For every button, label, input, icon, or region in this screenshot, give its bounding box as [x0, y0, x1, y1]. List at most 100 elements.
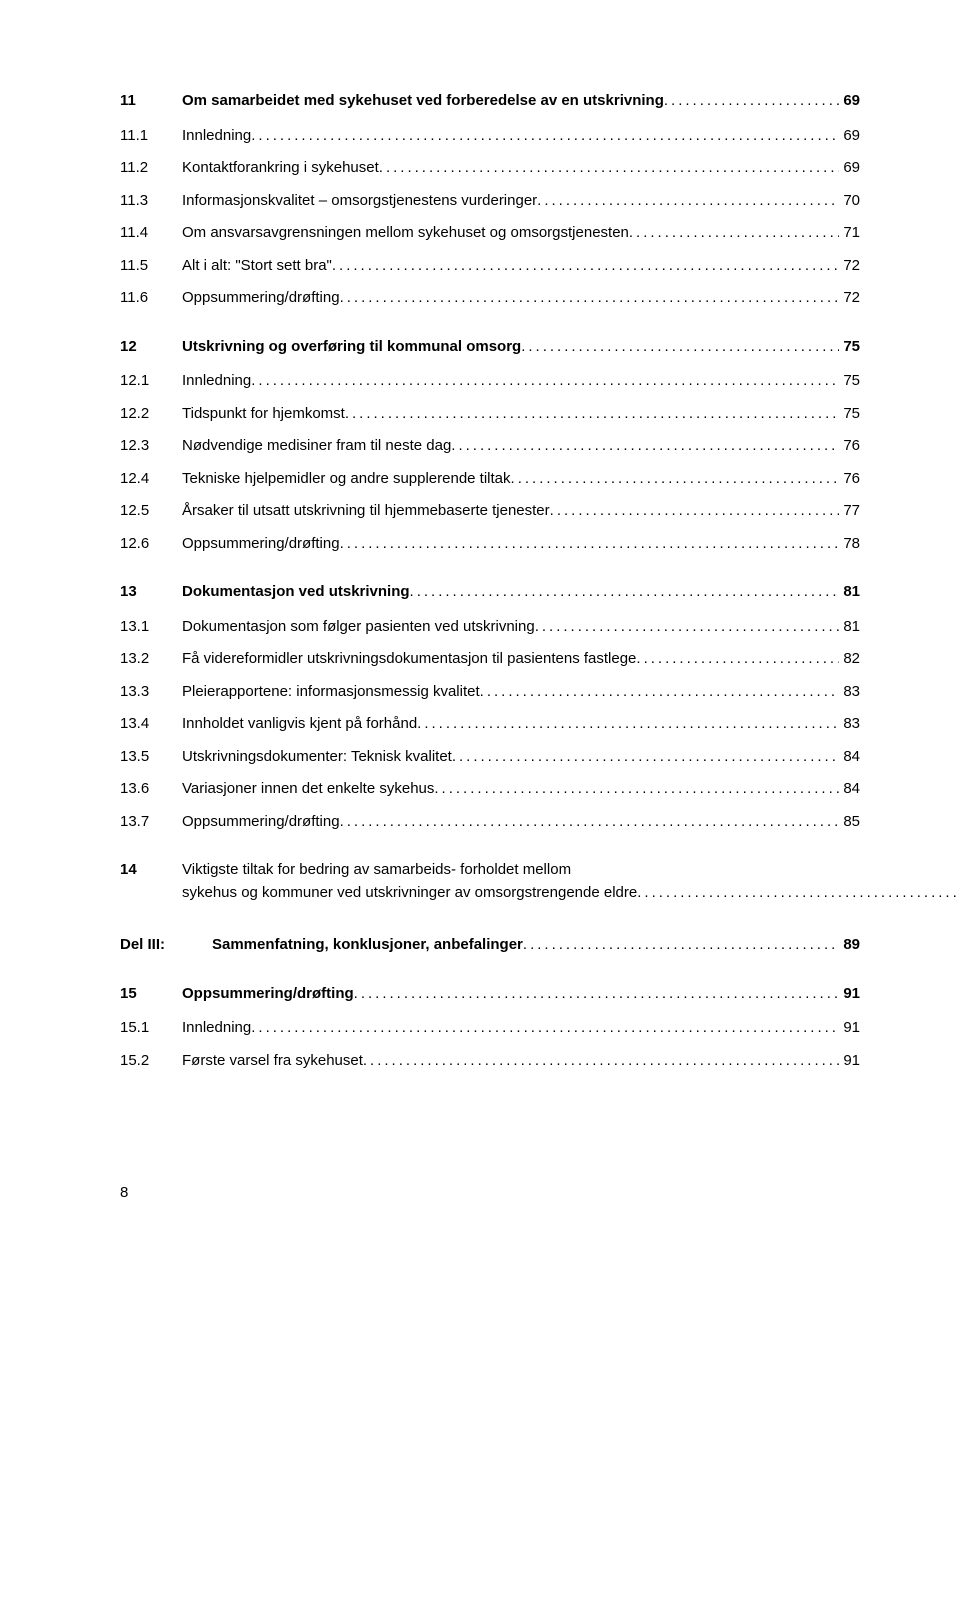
toc-label: Alt i alt: "Stort sett bra" [182, 255, 332, 278]
toc-number: 13.2 [120, 648, 182, 671]
toc-number: 13 [120, 581, 182, 604]
toc-subsection: 13.4Innholdet vanligvis kjent på forhånd… [120, 713, 860, 736]
toc-part: Del III:Sammenfatning, konklusjoner, anb… [120, 934, 860, 957]
toc-page: 77 [839, 500, 860, 523]
toc-number: 13.5 [120, 746, 182, 769]
toc-number: 11.5 [120, 255, 182, 278]
toc-leader [345, 403, 839, 426]
toc-label: Om samarbeidet med sykehuset ved forbere… [182, 90, 664, 113]
toc-label: Innledning [182, 125, 251, 148]
toc-leader [332, 255, 839, 278]
toc-number: 11.3 [120, 190, 182, 213]
toc-label: Oppsummering/drøfting [182, 811, 340, 834]
toc-section: 14Viktigste tiltak for bedring av samarb… [120, 859, 860, 904]
toc-subsection: 12.3Nødvendige medisiner fram til neste … [120, 435, 860, 458]
toc-leader [537, 190, 839, 213]
toc-subsection: 11.4Om ansvarsavgrensningen mellom sykeh… [120, 222, 860, 245]
toc-page: 81 [839, 616, 860, 639]
toc-page: 83 [839, 681, 860, 704]
toc-page: 75 [839, 336, 860, 359]
toc-subsection: 12.2Tidspunkt for hjemkomst75 [120, 403, 860, 426]
toc-page: 70 [839, 190, 860, 213]
toc-number: 14 [120, 859, 182, 882]
toc-section: 15Oppsummering/drøfting91 [120, 983, 860, 1006]
toc-number: 11.2 [120, 157, 182, 180]
toc-number: 11 [120, 90, 182, 113]
toc-subsection: 12.5Årsaker til utsatt utskrivning til h… [120, 500, 860, 523]
toc-leader [379, 157, 840, 180]
toc-label: Sammenfatning, konklusjoner, anbefalinge… [212, 934, 523, 957]
toc-number: 15.2 [120, 1050, 182, 1073]
toc-page: 91 [839, 983, 860, 1006]
toc-page: 72 [839, 287, 860, 310]
toc-leader [251, 370, 839, 393]
toc-subsection: 13.1Dokumentasjon som følger pasienten v… [120, 616, 860, 639]
toc-label: Viktigste tiltak for bedring av samarbei… [182, 859, 960, 882]
toc-label: Kontaktforankring i sykehuset [182, 157, 379, 180]
toc-leader [550, 500, 840, 523]
toc-label: Innholdet vanligvis kjent på forhånd [182, 713, 417, 736]
page-number: 8 [120, 1182, 860, 1205]
toc-subsection: 12.6Oppsummering/drøfting78 [120, 533, 860, 556]
toc-subsection: 13.7Oppsummering/drøfting85 [120, 811, 860, 834]
toc-subsection: 11.2Kontaktforankring i sykehuset 69 [120, 157, 860, 180]
toc-leader [523, 934, 839, 957]
toc-subsection: 15.2Første varsel fra sykehuset91 [120, 1050, 860, 1073]
toc-leader [354, 983, 840, 1006]
toc-leader [251, 1017, 839, 1040]
toc-subsection: 13.6Variasjoner innen det enkelte sykehu… [120, 778, 860, 801]
toc-subsection: 12.1Innledning75 [120, 370, 860, 393]
toc-number: 12.4 [120, 468, 182, 491]
toc-label: Få videreformidler utskrivningsdokumenta… [182, 648, 636, 671]
toc-section: 13Dokumentasjon ved utskrivning 81 [120, 581, 860, 604]
toc-number: 11.6 [120, 287, 182, 310]
toc-label: Variasjoner innen det enkelte sykehus [182, 778, 434, 801]
toc-number: 12.3 [120, 435, 182, 458]
toc-leader [535, 616, 840, 639]
toc-subsection: 11.6Oppsummering/drøfting 72 [120, 287, 860, 310]
toc-label: Pleierapportene: informasjonsmessig kval… [182, 681, 480, 704]
toc-leader [664, 90, 839, 113]
toc-page: 84 [839, 778, 860, 801]
toc-number: 13.6 [120, 778, 182, 801]
toc-label: Oppsummering/drøfting [182, 287, 340, 310]
toc-leader [340, 533, 840, 556]
toc-page: 89 [839, 934, 860, 957]
toc-leader [511, 468, 840, 491]
toc-page: 69 [839, 157, 860, 180]
toc-page: 76 [839, 468, 860, 491]
toc-number: Del III: [120, 934, 212, 957]
toc-section: 12Utskrivning og overføring til kommunal… [120, 336, 860, 359]
toc-label: Innledning [182, 370, 251, 393]
toc-number: 13.3 [120, 681, 182, 704]
toc-leader [340, 811, 840, 834]
toc-label: Årsaker til utsatt utskrivning til hjemm… [182, 500, 550, 523]
toc-leader [451, 435, 839, 458]
toc-number: 13.7 [120, 811, 182, 834]
toc-number: 13.1 [120, 616, 182, 639]
toc-label: Tidspunkt for hjemkomst [182, 403, 345, 426]
toc-subsection: 12.4Tekniske hjelpemidler og andre suppl… [120, 468, 860, 491]
toc-leader [637, 882, 960, 905]
toc-leader [480, 681, 840, 704]
toc-label: Dokumentasjon ved utskrivning [182, 581, 410, 604]
toc-label: sykehus og kommuner ved utskrivninger av… [182, 882, 637, 905]
toc-page: 72 [839, 255, 860, 278]
toc-page: 76 [839, 435, 860, 458]
toc-page: 91 [839, 1017, 860, 1040]
toc-page: 91 [839, 1050, 860, 1073]
toc-page: 84 [839, 746, 860, 769]
toc-page: 75 [839, 403, 860, 426]
toc-leader [521, 336, 839, 359]
toc-number: 13.4 [120, 713, 182, 736]
toc-subsection: 13.2Få videreformidler utskrivningsdokum… [120, 648, 860, 671]
table-of-contents: 11Om samarbeidet med sykehuset ved forbe… [120, 90, 860, 1072]
toc-label: Innledning [182, 1017, 251, 1040]
toc-label: Utskrivning og overføring til kommunal o… [182, 336, 521, 359]
toc-label: Tekniske hjelpemidler og andre suppleren… [182, 468, 511, 491]
toc-page: 78 [839, 533, 860, 556]
toc-page: 81 [839, 581, 860, 604]
toc-page: 69 [839, 90, 860, 113]
toc-leader [340, 287, 840, 310]
toc-number: 12.5 [120, 500, 182, 523]
